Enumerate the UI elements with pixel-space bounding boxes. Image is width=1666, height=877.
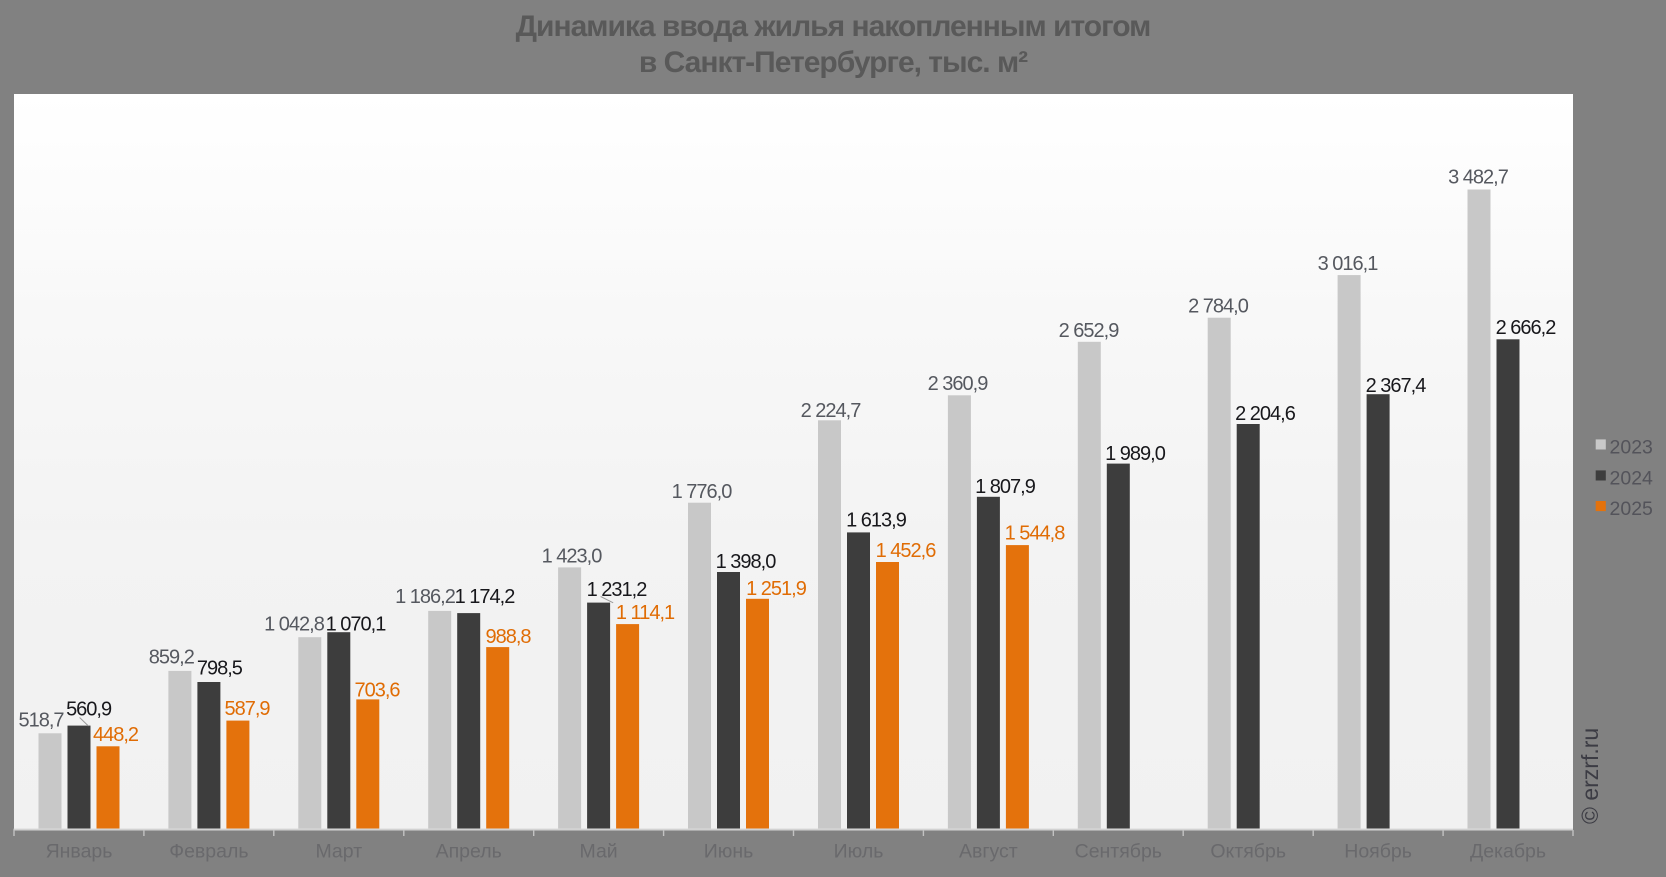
svg-text:Август: Август bbox=[959, 841, 1018, 863]
svg-text:1 613,9: 1 613,9 bbox=[846, 510, 907, 532]
svg-text:Март: Март bbox=[315, 841, 362, 863]
svg-text:2 204,6: 2 204,6 bbox=[1235, 403, 1296, 425]
svg-text:© erzrf.ru: © erzrf.ru bbox=[1577, 728, 1603, 824]
svg-text:Июнь: Июнь bbox=[704, 841, 754, 863]
svg-text:2024: 2024 bbox=[1610, 467, 1654, 489]
svg-text:2023: 2023 bbox=[1610, 436, 1653, 458]
svg-text:2 360,9: 2 360,9 bbox=[928, 373, 989, 395]
svg-text:3 482,7: 3 482,7 bbox=[1448, 167, 1509, 189]
svg-text:1 776,0: 1 776,0 bbox=[672, 481, 733, 503]
svg-text:2 652,9: 2 652,9 bbox=[1059, 320, 1120, 342]
svg-text:988,8: 988,8 bbox=[485, 626, 531, 648]
svg-text:Январь: Январь bbox=[46, 841, 113, 863]
svg-text:1 070,1: 1 070,1 bbox=[326, 614, 387, 636]
svg-text:Июль: Июль bbox=[834, 841, 884, 863]
svg-text:Октябрь: Октябрь bbox=[1210, 841, 1286, 863]
svg-text:1 114,1: 1 114,1 bbox=[616, 602, 675, 624]
svg-text:Сентябрь: Сентябрь bbox=[1075, 841, 1162, 863]
svg-text:Декабрь: Декабрь bbox=[1470, 841, 1546, 863]
svg-text:1 231,2: 1 231,2 bbox=[587, 579, 648, 601]
svg-text:1 544,8: 1 544,8 bbox=[1005, 523, 1066, 545]
svg-text:1 398,0: 1 398,0 bbox=[716, 551, 777, 573]
svg-text:560,9: 560,9 bbox=[66, 699, 112, 721]
svg-text:448,2: 448,2 bbox=[93, 724, 139, 746]
svg-text:1 989,0: 1 989,0 bbox=[1105, 443, 1166, 465]
svg-text:Февраль: Февраль bbox=[169, 841, 248, 863]
svg-text:518,7: 518,7 bbox=[18, 710, 64, 732]
svg-text:Май: Май bbox=[579, 841, 617, 863]
svg-text:1 251,9: 1 251,9 bbox=[746, 578, 807, 600]
svg-text:1 042,8: 1 042,8 bbox=[264, 614, 325, 636]
svg-text:2 666,2: 2 666,2 bbox=[1496, 317, 1557, 339]
svg-text:703,6: 703,6 bbox=[354, 680, 400, 702]
svg-text:1 174,2: 1 174,2 bbox=[455, 586, 516, 608]
svg-text:2 784,0: 2 784,0 bbox=[1188, 296, 1249, 318]
svg-text:2 367,4: 2 367,4 bbox=[1366, 375, 1427, 397]
svg-text:859,2: 859,2 bbox=[149, 647, 195, 669]
svg-text:Ноябрь: Ноябрь bbox=[1344, 841, 1412, 863]
svg-text:1 452,6: 1 452,6 bbox=[876, 540, 937, 562]
svg-text:2 224,7: 2 224,7 bbox=[801, 400, 862, 422]
svg-text:798,5: 798,5 bbox=[197, 658, 243, 680]
svg-text:в Санкт-Петербурге, тыс. м²: в Санкт-Петербурге, тыс. м² bbox=[639, 46, 1028, 79]
svg-text:2025: 2025 bbox=[1610, 498, 1654, 520]
svg-text:1 807,9: 1 807,9 bbox=[975, 476, 1036, 498]
svg-text:1 186,2: 1 186,2 bbox=[395, 586, 456, 608]
svg-text:1 423,0: 1 423,0 bbox=[542, 546, 603, 568]
svg-text:3 016,1: 3 016,1 bbox=[1318, 253, 1379, 275]
svg-text:Апрель: Апрель bbox=[436, 841, 502, 863]
svg-text:Динамика ввода жилья накопленн: Динамика ввода жилья накопленным итогом bbox=[516, 10, 1151, 43]
svg-text:587,9: 587,9 bbox=[224, 698, 270, 720]
